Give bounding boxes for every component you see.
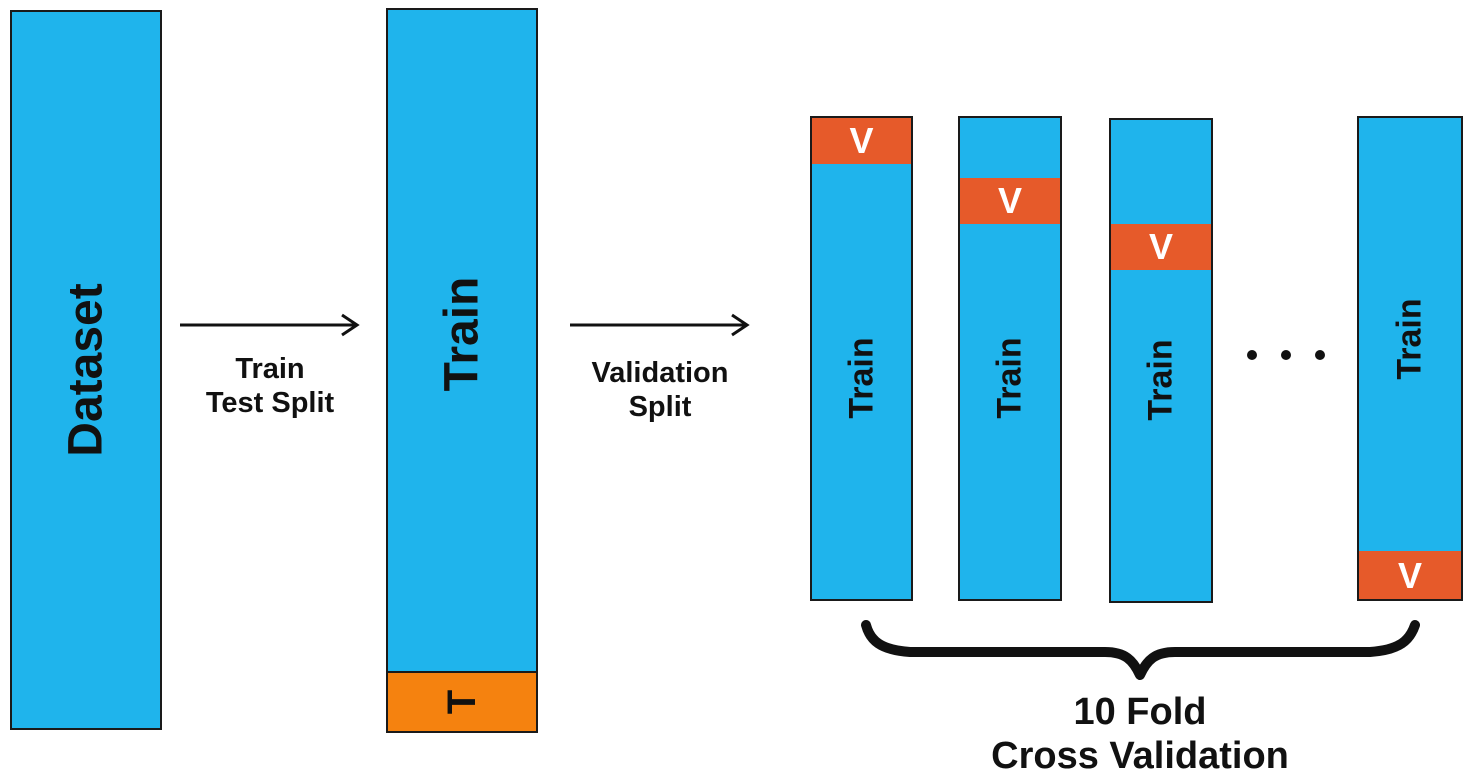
cv-caption-line1: 10 Fold bbox=[1073, 691, 1207, 733]
train-test-split-line2: Test Split bbox=[205, 387, 335, 419]
train-label: Train bbox=[435, 277, 489, 392]
fold-bar: Train V bbox=[1357, 116, 1463, 601]
validation-segment-label: V bbox=[997, 180, 1023, 221]
train-test-split-line1: Train bbox=[235, 353, 305, 385]
fold-train-label: Train bbox=[1390, 298, 1429, 380]
fold-bar: V Train bbox=[810, 116, 913, 601]
arrow-validation-split bbox=[570, 313, 750, 337]
validation-segment-label: V bbox=[1148, 226, 1174, 267]
curly-brace bbox=[861, 620, 1420, 680]
ellipsis-dots bbox=[1247, 350, 1325, 360]
dataset-bar: Dataset bbox=[10, 10, 162, 730]
test-segment-label: T bbox=[440, 689, 484, 715]
validation-segment: V bbox=[1111, 224, 1211, 270]
fold-train-label: Train bbox=[990, 337, 1029, 419]
fold-bar: V Train bbox=[958, 116, 1062, 601]
validation-segment: V bbox=[812, 118, 911, 164]
fold-bar: V Train bbox=[1109, 118, 1213, 603]
validation-split-line1: Validation bbox=[591, 357, 729, 389]
validation-segment: V bbox=[1359, 551, 1461, 599]
arrow-train-test-split bbox=[180, 313, 360, 337]
validation-segment-label: V bbox=[1397, 555, 1423, 596]
validation-split-line2: Split bbox=[628, 391, 692, 423]
test-segment: T bbox=[388, 671, 536, 731]
validation-split-label: Validation Split bbox=[560, 356, 760, 424]
cv-caption: 10 Fold Cross Validation bbox=[880, 690, 1400, 778]
fold-train-label: Train bbox=[1141, 339, 1180, 421]
validation-segment: V bbox=[960, 178, 1060, 224]
train-bar: Train T bbox=[386, 8, 538, 733]
train-test-split-label: Train Test Split bbox=[180, 352, 360, 420]
cv-caption-line2: Cross Validation bbox=[991, 735, 1289, 777]
fold-train-label: Train bbox=[842, 337, 880, 419]
validation-segment-label: V bbox=[849, 120, 874, 161]
